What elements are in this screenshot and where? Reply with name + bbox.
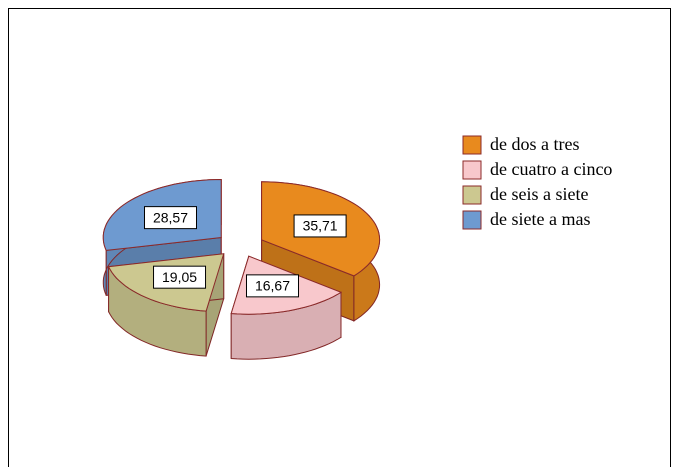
legend-label: de dos a tres [490,134,579,154]
data-label: 35,71 [303,218,338,234]
slice-side-shade [108,266,207,357]
data-label-box [245,274,299,298]
legend-swatch [462,210,482,230]
legend-label: de cuatro a cinco [490,159,612,179]
data-label: 19,05 [162,269,197,285]
data-label: 28,57 [153,209,188,225]
data-label-box [153,265,207,289]
data-label: 16,67 [255,278,290,294]
legend-label: de seis a siete [490,184,588,204]
legend-swatch [462,160,482,180]
data-label-box [293,214,347,238]
legend-label: de siete a mas [490,209,590,229]
legend-swatch [462,135,482,155]
data-label-box [143,206,197,230]
legend-swatch [462,185,482,205]
slice-side-shade [231,292,341,360]
